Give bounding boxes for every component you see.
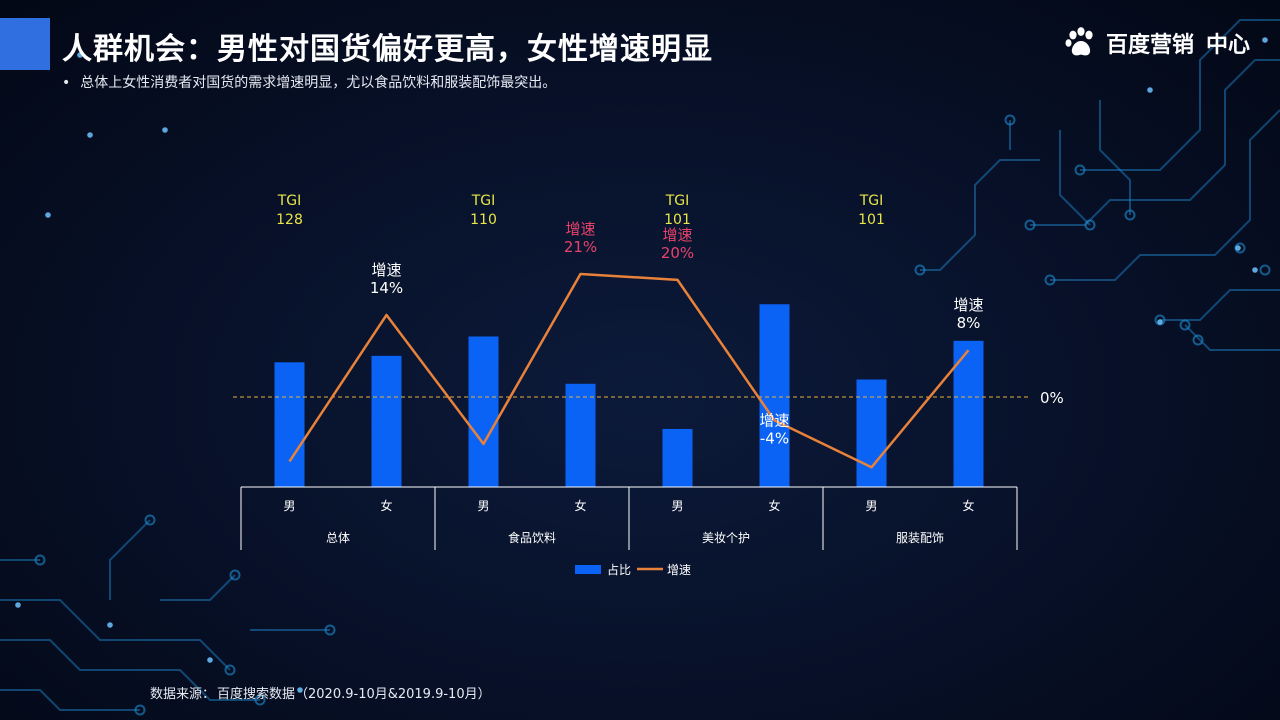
group-label: 食品饮料: [508, 530, 556, 545]
growth-label: 增速: [953, 296, 983, 314]
glow-dot: [87, 132, 93, 138]
group-label: 美妆个护: [702, 531, 750, 545]
tgi-value: 128: [276, 212, 303, 228]
bar-share: [953, 340, 984, 487]
zero-reference-label: 0%: [1040, 389, 1064, 407]
x-tick-label: 男: [283, 499, 295, 513]
bar-share: [565, 383, 596, 487]
circuit-trace: [1059, 130, 1091, 226]
circuit-pad: [1074, 164, 1086, 176]
bar-share: [759, 304, 790, 487]
circuit-pad: [324, 624, 336, 636]
glow-dot: [297, 687, 303, 693]
circuit-pad: [254, 694, 266, 706]
growth-label: 增速: [371, 261, 401, 279]
circuit-trace: [920, 159, 1040, 271]
growth-value: 21%: [564, 238, 597, 256]
group-label: 服装配饰: [896, 531, 944, 545]
baidu-paw-icon: [1065, 27, 1093, 56]
legend-swatch-bar: [575, 565, 601, 574]
brand-logo: 百度营销 中心: [1064, 26, 1250, 60]
circuit-trace: [1099, 100, 1131, 215]
tgi-value: 101: [858, 212, 885, 228]
source-value: 百度搜索数据（2020.9-10月&2019.9-10月）: [217, 687, 491, 702]
growth-value: 14%: [370, 279, 403, 297]
growth-value: 20%: [661, 244, 694, 262]
x-tick-label: 男: [477, 499, 489, 513]
circuit-trace: [1184, 324, 1280, 351]
circuit-trace: [109, 519, 151, 600]
circuit-pad: [144, 514, 156, 526]
source-label: 数据来源：: [150, 687, 216, 702]
circuit-pad: [229, 569, 241, 581]
x-tick-label: 男: [671, 499, 683, 513]
bar-share: [468, 336, 499, 487]
circuit-trace: [0, 599, 231, 671]
circuit-pad: [1124, 209, 1136, 221]
circuit-pad: [914, 264, 926, 276]
glow-dot: [1262, 37, 1268, 43]
circuit-pad: [1004, 114, 1016, 126]
x-tick-label: 女: [962, 498, 974, 513]
x-tick-label: 男: [865, 499, 877, 513]
circuit-pad: [1084, 219, 1096, 231]
growth-line: [288, 272, 970, 469]
glow-dot: [15, 602, 21, 608]
circuit-pad: [1179, 319, 1191, 331]
glow-dot: [1157, 319, 1163, 325]
brand-name: 百度营销: [1105, 33, 1194, 58]
glow-dot: [45, 212, 51, 218]
circuit-pad: [134, 704, 146, 716]
circuit-trace: [160, 574, 236, 601]
tgi-label: TGI: [471, 193, 496, 209]
growth-value: 8%: [957, 314, 981, 332]
x-tick-label: 女: [768, 498, 780, 513]
growth-label: 增速: [565, 220, 595, 238]
legend-label-share: 占比: [607, 562, 631, 577]
x-tick-label: 女: [380, 498, 392, 513]
subtitle-bullet: •: [62, 75, 71, 91]
tgi-label: TGI: [277, 193, 302, 209]
growth-value: -4%: [760, 429, 789, 447]
data-source-note: 数据来源： 百度搜索数据（2020.9-10月&2019.9-10月）: [150, 683, 491, 702]
group-label: 总体: [326, 531, 350, 545]
circuit-trace: [0, 689, 140, 711]
tgi-label: TGI: [859, 193, 884, 209]
circuit-trace: [1080, 19, 1280, 171]
bar-share: [856, 379, 887, 487]
page-title: 人群机会：男性对国货偏好更高，女性增速明显: [62, 32, 713, 67]
bar-share: [662, 428, 693, 487]
subtitle-text: 总体上女性消费者对国货的需求增速明显，尤以食品饮料和服装配饰最突出。: [80, 75, 557, 91]
legend-label-growth: 增速: [667, 563, 691, 577]
glow-dot: [162, 127, 168, 133]
circuit-pad: [1192, 334, 1204, 346]
glow-dot: [107, 622, 113, 628]
circuit-pad: [34, 554, 46, 566]
circuit-pad: [224, 664, 236, 676]
circuit-trace: [1050, 109, 1280, 281]
glow-dot: [1147, 87, 1153, 93]
tgi-value: 110: [470, 212, 497, 228]
tgi-value: 101: [664, 212, 691, 228]
growth-label: 增速: [662, 226, 692, 244]
circuit-trace: [0, 639, 260, 701]
circuit-pad: [1259, 264, 1271, 276]
glow-dot: [1235, 245, 1241, 251]
bar-share: [274, 362, 305, 487]
circuit-pad: [1024, 219, 1036, 231]
tgi-label: TGI: [665, 193, 690, 209]
page-subtitle: • 总体上女性消费者对国货的需求增速明显，尤以食品饮料和服装配饰最突出。: [62, 72, 556, 92]
circuit-trace: [1160, 289, 1280, 321]
glow-dot: [207, 657, 213, 663]
glow-dot: [77, 52, 83, 58]
glow-dot: [1252, 267, 1258, 273]
circuit-pad: [1044, 274, 1056, 286]
x-tick-label: 女: [574, 498, 586, 513]
bar-share: [371, 355, 402, 487]
growth-label: 增速: [759, 411, 789, 429]
brand-suffix: 中心: [1205, 33, 1250, 58]
title-accent-block: [0, 18, 50, 70]
